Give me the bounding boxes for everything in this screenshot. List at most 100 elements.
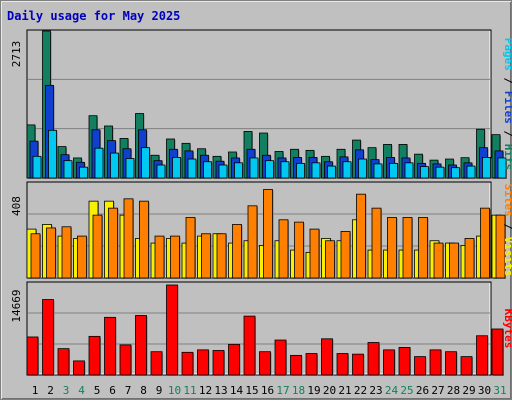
- day-label: 28: [447, 384, 460, 397]
- kbytes-bar: [321, 338, 333, 376]
- visits-legend: Sites / Visits: [502, 184, 512, 277]
- kbytes-bar: [181, 351, 194, 376]
- chart-title: Daily usage for May 2025: [7, 9, 181, 23]
- sites-bar: [139, 200, 149, 279]
- kbytes-bar: [104, 316, 116, 376]
- day-label: 5: [94, 384, 101, 397]
- day-label: 14: [230, 384, 244, 397]
- visits-legend-part: Sites: [502, 184, 512, 217]
- sites-bar: [232, 224, 242, 279]
- day-label: 23: [369, 384, 382, 397]
- kbytes-bar: [228, 343, 240, 376]
- kbytes-bar: [476, 335, 488, 376]
- day-label: 9: [156, 384, 163, 397]
- day-label: 2: [47, 384, 54, 397]
- pages-bar: [218, 164, 228, 179]
- pages-bar: [32, 155, 42, 179]
- kbytes-bar: [445, 351, 457, 376]
- pages-bar: [466, 165, 476, 179]
- day-label: 20: [323, 384, 336, 397]
- hits-ymax-label: 2713: [10, 41, 23, 68]
- kbytes-bar: [26, 336, 39, 376]
- pages-bar: [187, 158, 197, 179]
- kbytes-bar: [414, 356, 426, 376]
- sites-bar: [278, 219, 289, 279]
- day-label: 25: [400, 384, 413, 397]
- sites-bar: [247, 205, 258, 279]
- day-label: 10: [168, 384, 181, 397]
- pages-bar: [94, 147, 104, 179]
- pages-bar: [265, 160, 274, 179]
- pages-bar: [249, 157, 259, 179]
- day-label: 12: [199, 384, 212, 397]
- sites-bar: [263, 189, 273, 279]
- sites-bar: [433, 242, 444, 279]
- day-label: 19: [307, 384, 320, 397]
- sites-bar: [77, 235, 87, 279]
- sites-bar: [123, 198, 134, 279]
- day-label: 31: [493, 384, 506, 397]
- hits-legend-part: /: [502, 71, 512, 91]
- pages-bar: [404, 162, 414, 179]
- day-label: 21: [338, 384, 351, 397]
- pages-bar: [234, 162, 243, 179]
- sites-bar: [92, 214, 103, 279]
- visits-ymax-label: 408: [10, 196, 23, 216]
- pages-bar: [172, 157, 181, 179]
- sites-bar: [309, 228, 320, 279]
- sites-bar: [30, 233, 41, 279]
- pages-bar: [435, 166, 445, 179]
- sites-bar: [340, 231, 351, 279]
- hits-legend-part: Hits: [502, 144, 512, 171]
- kbytes-bar: [42, 299, 54, 376]
- pages-bar: [358, 158, 367, 179]
- sites-bar: [449, 242, 459, 279]
- pages-bar: [125, 158, 135, 179]
- kbytes-bar: [367, 342, 380, 376]
- sites-bar: [185, 217, 196, 279]
- pages-bar: [451, 167, 460, 179]
- kbytes-bar: [197, 349, 209, 376]
- kbytes-bar: [150, 351, 163, 376]
- pages-bar: [280, 161, 290, 179]
- day-label: 30: [478, 384, 491, 397]
- sites-bar: [325, 240, 335, 279]
- pages-bar: [373, 163, 383, 179]
- sites-bar: [108, 207, 118, 279]
- sites-bar: [170, 235, 180, 279]
- pages-bar: [327, 165, 336, 179]
- visits-legend-part: /: [502, 217, 512, 237]
- day-label: 24: [385, 384, 399, 397]
- sites-bar: [294, 221, 304, 279]
- day-label: 18: [292, 384, 305, 397]
- kbytes-bar: [305, 353, 318, 376]
- pages-bar: [482, 157, 491, 179]
- sites-bar: [356, 193, 366, 279]
- kbytes-bar: [73, 360, 85, 376]
- day-label: 6: [109, 384, 116, 397]
- day-label: 4: [78, 384, 85, 397]
- visits-legend-part: Visits: [502, 237, 512, 277]
- kbytes-bar: [88, 335, 101, 376]
- day-label: 1: [32, 384, 39, 397]
- sites-bar: [154, 235, 165, 279]
- kbytes-bar: [336, 353, 349, 376]
- sites-bar: [61, 226, 72, 279]
- day-label: 29: [462, 384, 475, 397]
- day-label: 26: [416, 384, 429, 397]
- pages-bar: [389, 162, 398, 179]
- day-label: 8: [140, 384, 147, 397]
- kbytes-bar: [212, 350, 225, 376]
- day-label: 15: [245, 384, 258, 397]
- pages-bar: [63, 160, 73, 179]
- sites-bar: [201, 233, 211, 279]
- day-label: 22: [354, 384, 367, 397]
- pages-bar: [311, 162, 321, 179]
- kbytes-bar: [57, 348, 70, 376]
- day-label: 16: [261, 384, 274, 397]
- hits-legend-part: Pages: [502, 38, 512, 71]
- hits-legend-part: Files: [502, 91, 512, 124]
- pages-bar: [156, 164, 166, 179]
